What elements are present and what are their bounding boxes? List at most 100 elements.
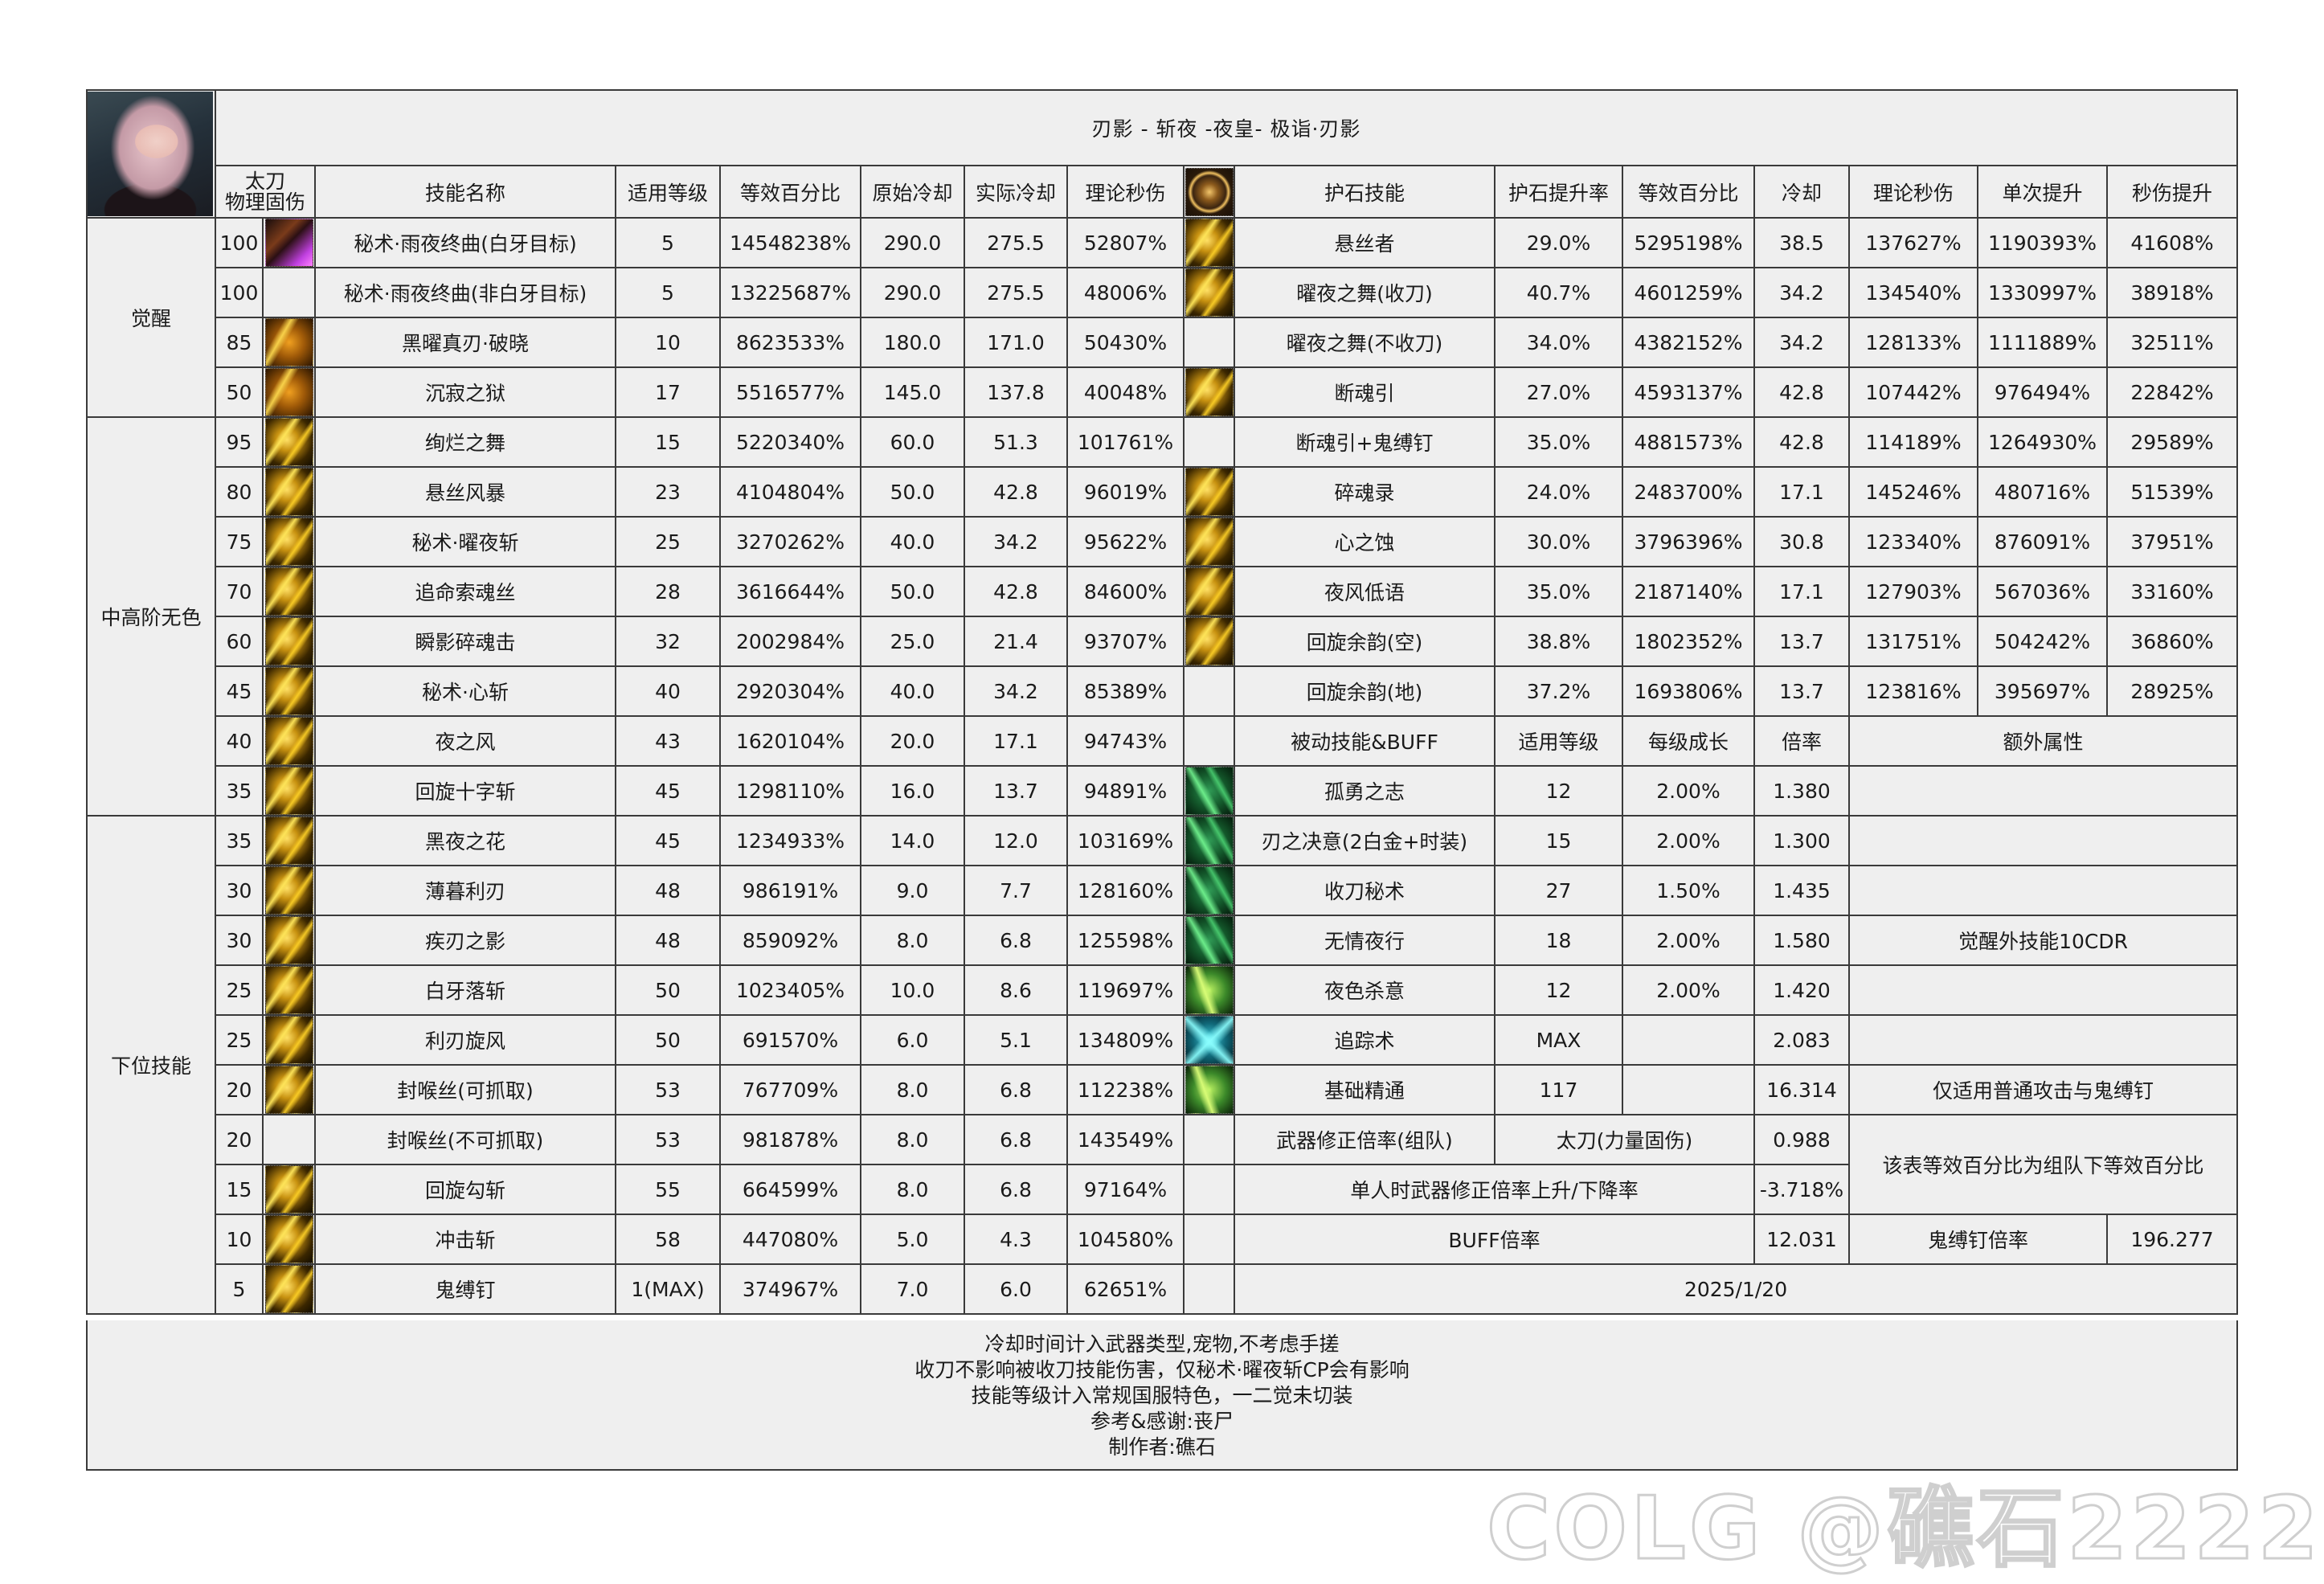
talisman-icon-cell xyxy=(1183,217,1235,268)
passive-growth: 2.00% xyxy=(1622,915,1755,966)
skill-icon xyxy=(264,917,313,964)
skill-icon-cell xyxy=(262,815,316,866)
talisman-icon xyxy=(1185,219,1233,266)
skill-orig-cd: 8.0 xyxy=(860,1114,965,1165)
skill-level: 28 xyxy=(615,566,721,617)
talisman-icon-cell xyxy=(1183,566,1235,617)
skill-required-level: 20 xyxy=(215,1064,264,1115)
skill-equiv-pct: 859092% xyxy=(719,915,861,966)
empty-icon-cell xyxy=(1183,1164,1235,1215)
nail-rate-value: 196.277 xyxy=(2105,1214,2239,1265)
skill-level: 40 xyxy=(615,665,721,717)
header-weapon-type: 太刀 物理固伤 xyxy=(215,165,316,219)
talisman-dps-gain: 36860% xyxy=(2105,616,2239,667)
skill-dps: 48006% xyxy=(1066,267,1185,318)
skill-orig-cd: 9.0 xyxy=(860,865,965,916)
header-dps-gain: 秒伤提升 xyxy=(2105,165,2239,219)
passive-icon-cell xyxy=(1183,964,1235,1016)
skill-orig-cd: 8.0 xyxy=(860,1164,965,1215)
skill-icon-cell xyxy=(262,865,316,916)
skill-icon-cell xyxy=(262,1214,316,1265)
skill-required-level: 85 xyxy=(215,317,264,368)
talisman-cd: 42.8 xyxy=(1753,416,1850,468)
skill-dps: 40048% xyxy=(1066,366,1185,418)
talisman-icon-cell xyxy=(1183,366,1235,418)
talisman-single-gain: 1264930% xyxy=(1977,416,2108,468)
skill-name: 秘术·雨夜终曲(白牙目标) xyxy=(314,217,616,268)
skill-name: 鬼缚钉 xyxy=(314,1263,616,1315)
skill-equiv-pct: 447080% xyxy=(719,1214,861,1265)
skill-name: 沉寂之狱 xyxy=(314,366,616,418)
skill-required-level: 100 xyxy=(215,267,264,318)
table-row: 觉醒 100 秘术·雨夜终曲(白牙目标) 5 14548238% 290.0 275.5 52… xyxy=(86,217,2239,418)
passive-rate: 1.420 xyxy=(1753,964,1850,1016)
passive-header-name: 被动技能&BUFF xyxy=(1234,715,1495,767)
table-row: 25 利刃旋风 50 691570% 6.0 5.1 134809% 追踪术 MAX 2.083 xyxy=(87,1014,2239,1066)
skill-icon xyxy=(264,817,313,864)
skill-dps: 119697% xyxy=(1066,964,1185,1016)
skill-icon-cell xyxy=(262,665,316,717)
empty-icon-cell xyxy=(1183,1214,1235,1265)
talisman-rate: 40.7% xyxy=(1494,267,1623,318)
skill-real-cd: 275.5 xyxy=(964,267,1068,318)
skill-name: 回旋勾斩 xyxy=(314,1164,616,1215)
skill-real-cd: 275.5 xyxy=(964,217,1068,268)
passive-extra xyxy=(1847,765,2239,817)
talisman-rate: 35.0% xyxy=(1494,416,1623,468)
skill-real-cd: 42.8 xyxy=(964,566,1068,617)
talisman-single-gain: 1330997% xyxy=(1977,267,2108,318)
skill-required-level: 95 xyxy=(215,416,264,468)
skill-required-level: 70 xyxy=(215,566,264,617)
talisman-dps-gain: 33160% xyxy=(2105,566,2239,617)
talisman-dps: 127903% xyxy=(1848,566,1978,617)
skill-equiv-pct: 986191% xyxy=(719,865,861,916)
nail-rate-label: 鬼缚钉倍率 xyxy=(1848,1214,2108,1265)
skill-real-cd: 171.0 xyxy=(964,317,1068,368)
skill-real-cd: 42.8 xyxy=(964,466,1068,518)
talisman-single-gain: 567036% xyxy=(1977,566,2108,617)
passive-growth xyxy=(1622,1064,1755,1115)
skill-equiv-pct: 374967% xyxy=(719,1263,861,1315)
skill-icon xyxy=(264,867,313,914)
skill-icon-cell xyxy=(262,1064,316,1115)
skill-orig-cd: 8.0 xyxy=(860,915,965,966)
skill-required-level: 35 xyxy=(215,815,264,866)
footer-note: 制作者:礁石 xyxy=(1108,1435,1216,1459)
skill-icon-cell xyxy=(262,466,316,518)
passive-header-icon-cell xyxy=(1183,715,1235,767)
skill-equiv-pct: 2920304% xyxy=(719,665,861,717)
skill-icon xyxy=(264,668,313,714)
skill-name: 秘术·心斩 xyxy=(314,665,616,717)
skill-name: 瞬影碎魂击 xyxy=(314,616,616,667)
passive-icon xyxy=(1185,1066,1233,1113)
skill-real-cd: 5.1 xyxy=(964,1014,1068,1066)
passive-level: 18 xyxy=(1494,915,1623,966)
talisman-icon xyxy=(1185,469,1233,515)
talisman-equiv-pct: 4382152% xyxy=(1622,317,1755,368)
talisman-rate: 24.0% xyxy=(1494,466,1623,518)
skill-icon xyxy=(264,1166,313,1213)
skill-equiv-pct: 5516577% xyxy=(719,366,861,418)
skill-required-level: 25 xyxy=(215,1014,264,1066)
skill-required-level: 40 xyxy=(215,715,264,767)
skill-name: 秘术·曜夜斩 xyxy=(314,516,616,567)
skill-required-level: 25 xyxy=(215,964,264,1016)
talisman-single-gain: 395697% xyxy=(1977,665,2108,717)
header-dps: 理论秒伤 xyxy=(1066,165,1185,219)
table-row: 15 回旋勾斩 55 664599% 8.0 6.8 97164% 单人时武器修正倍率上升/下… xyxy=(87,1164,2237,1215)
skill-required-level: 30 xyxy=(215,865,264,916)
skill-required-level: 10 xyxy=(215,1214,264,1265)
header-weapon-line1: 太刀 xyxy=(244,169,285,193)
skill-dps: 52807% xyxy=(1066,217,1185,268)
skill-name: 封喉丝(可抓取) xyxy=(314,1064,616,1115)
passive-level: 12 xyxy=(1494,964,1623,1016)
talisman-dps: 128133% xyxy=(1848,317,1978,368)
passive-name: 基础精通 xyxy=(1234,1064,1495,1115)
talisman-name: 曜夜之舞(不收刀) xyxy=(1234,317,1495,368)
skill-name: 绚烂之舞 xyxy=(314,416,616,468)
passive-extra: 仅适用普通攻击与鬼缚钉 xyxy=(1847,1064,2239,1115)
talisman-equiv-pct: 1693806% xyxy=(1622,665,1755,717)
skill-dps: 104580% xyxy=(1066,1214,1185,1265)
talisman-rate: 34.0% xyxy=(1494,317,1623,368)
footer-note: 参考&感谢:丧尸 xyxy=(1090,1410,1234,1433)
